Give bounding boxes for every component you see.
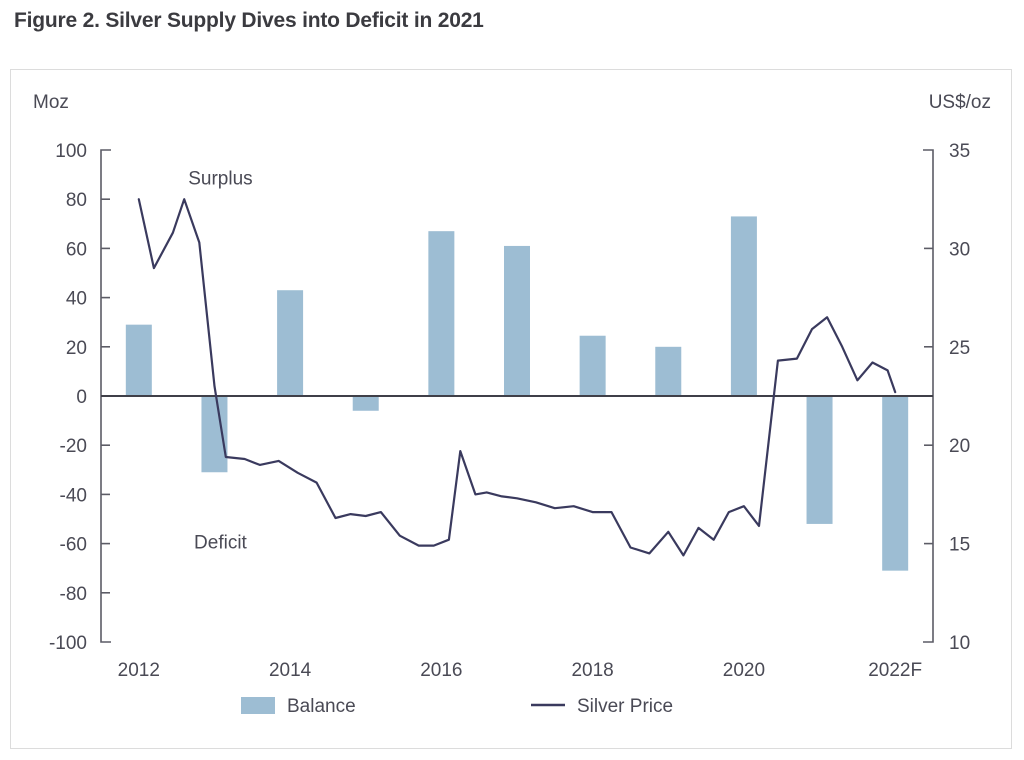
bar-2019 <box>655 346 682 396</box>
silver-balance-price-chart: Moz US$/oz 100806040200-20-40-60-80-100 … <box>33 92 991 717</box>
bar-2016 <box>428 231 455 396</box>
category-label-2014: 2014 <box>269 660 312 681</box>
annotation-deficit: Deficit <box>194 533 248 554</box>
right-axis-tick-label: 25 <box>949 338 970 359</box>
legend-label-silver-price: Silver Price <box>577 696 673 717</box>
left-axis-tick-label: -80 <box>60 584 87 605</box>
bar-2014 <box>277 290 304 396</box>
balance-bars <box>125 216 909 571</box>
bar-2015 <box>352 396 379 411</box>
right-axis-tick-label: 10 <box>949 633 970 654</box>
bar-2021 <box>806 396 833 524</box>
category-label-2020: 2020 <box>723 660 765 681</box>
chart-card: Moz US$/oz 100 80 60 40 20 0 -20 -40 -60 -80 -100 … <box>10 69 1012 749</box>
left-axis-tick-label: 40 <box>66 289 87 310</box>
left-axis-tick-label: 80 <box>66 190 87 211</box>
bar-2020 <box>730 216 757 396</box>
left-axis-tick-label: -20 <box>60 436 87 457</box>
left-axis-tick-label: -100 <box>49 633 87 654</box>
bar-2017 <box>504 245 530 396</box>
chart-annotations: Surplus Deficit <box>188 168 252 553</box>
right-axis-unit-label: US$/oz <box>929 92 991 113</box>
category-label-2022F: 2022F <box>868 660 922 681</box>
left-axis-tick-label: 60 <box>66 239 87 260</box>
legend-label-balance: Balance <box>287 696 356 717</box>
bar-2012 <box>125 324 152 396</box>
right-axis-tick-label: 30 <box>949 239 970 260</box>
category-label-2016: 2016 <box>420 660 462 681</box>
category-axis-labels: 2012 2014 2016 2018 2020 2022F <box>118 660 922 681</box>
left-axis-tick-label: 0 <box>76 387 87 408</box>
left-axis-tick-label: -40 <box>60 485 87 506</box>
chart-legend: Balance Silver Price <box>241 696 673 717</box>
figure-title: Figure 2. Silver Supply Dives into Defic… <box>14 9 484 32</box>
bar-2018 <box>579 335 606 396</box>
chart-plot-area: Moz US$/oz 100 80 60 40 20 0 -20 -40 -60 -80 -100 … <box>11 70 1013 750</box>
category-label-2012: 2012 <box>118 660 160 681</box>
right-axis-tick-label: 35 <box>949 141 970 162</box>
left-axis-tick-label: 100 <box>55 141 87 162</box>
bar-2013 <box>201 396 228 473</box>
left-axis: 100 80 60 40 20 0 -20 -40 -60 -80 -100 <box>49 141 111 654</box>
left-axis-tick-label: 20 <box>66 338 87 359</box>
annotation-surplus: Surplus <box>188 168 252 189</box>
category-label-2018: 2018 <box>571 660 613 681</box>
left-axis-tick-label: -60 <box>60 535 87 556</box>
legend-swatch-balance <box>241 697 275 714</box>
silver-price-polyline <box>137 198 897 557</box>
silver-price-line <box>137 198 897 557</box>
left-axis-unit-label: Moz <box>33 92 69 113</box>
bar-2022F <box>882 396 909 571</box>
right-axis-tick-label: 15 <box>949 535 970 556</box>
right-axis: 35 30 25 20 15 10 <box>923 141 970 654</box>
right-axis-tick-label: 20 <box>949 436 970 457</box>
